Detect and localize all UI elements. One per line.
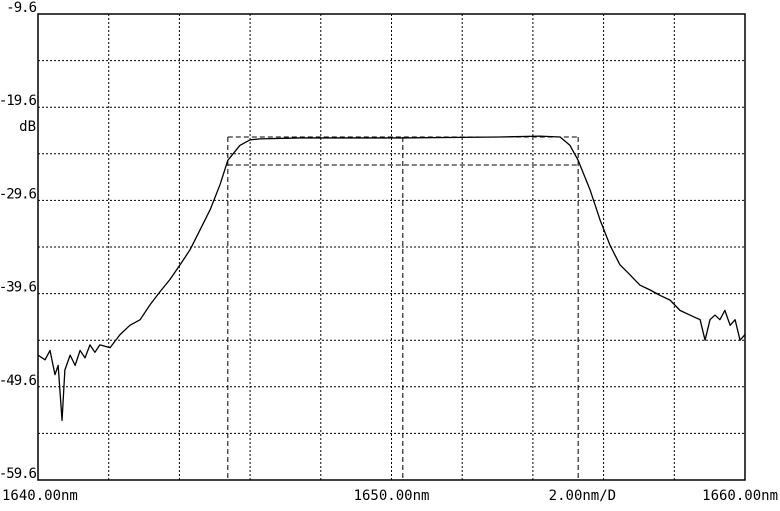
x-tick-label: 1640.00nm xyxy=(2,488,78,504)
x-tick-label: 1660.00nm xyxy=(702,488,778,504)
plot-frame xyxy=(37,13,746,481)
y-tick-label: -9.6 xyxy=(6,0,36,16)
y-tick-label: -39.6 xyxy=(0,280,37,296)
y-tick-label: -49.6 xyxy=(0,373,37,389)
y-tick-label: -29.6 xyxy=(0,186,37,202)
y-tick-label: -59.6 xyxy=(0,466,37,482)
x-tick-label: 1650.00nm xyxy=(354,488,430,504)
division-label: 2.00nm/D xyxy=(549,488,616,504)
y-tick-label: -19.6 xyxy=(0,93,37,109)
trace-line xyxy=(37,135,746,421)
y-axis-label: dB xyxy=(19,119,36,135)
